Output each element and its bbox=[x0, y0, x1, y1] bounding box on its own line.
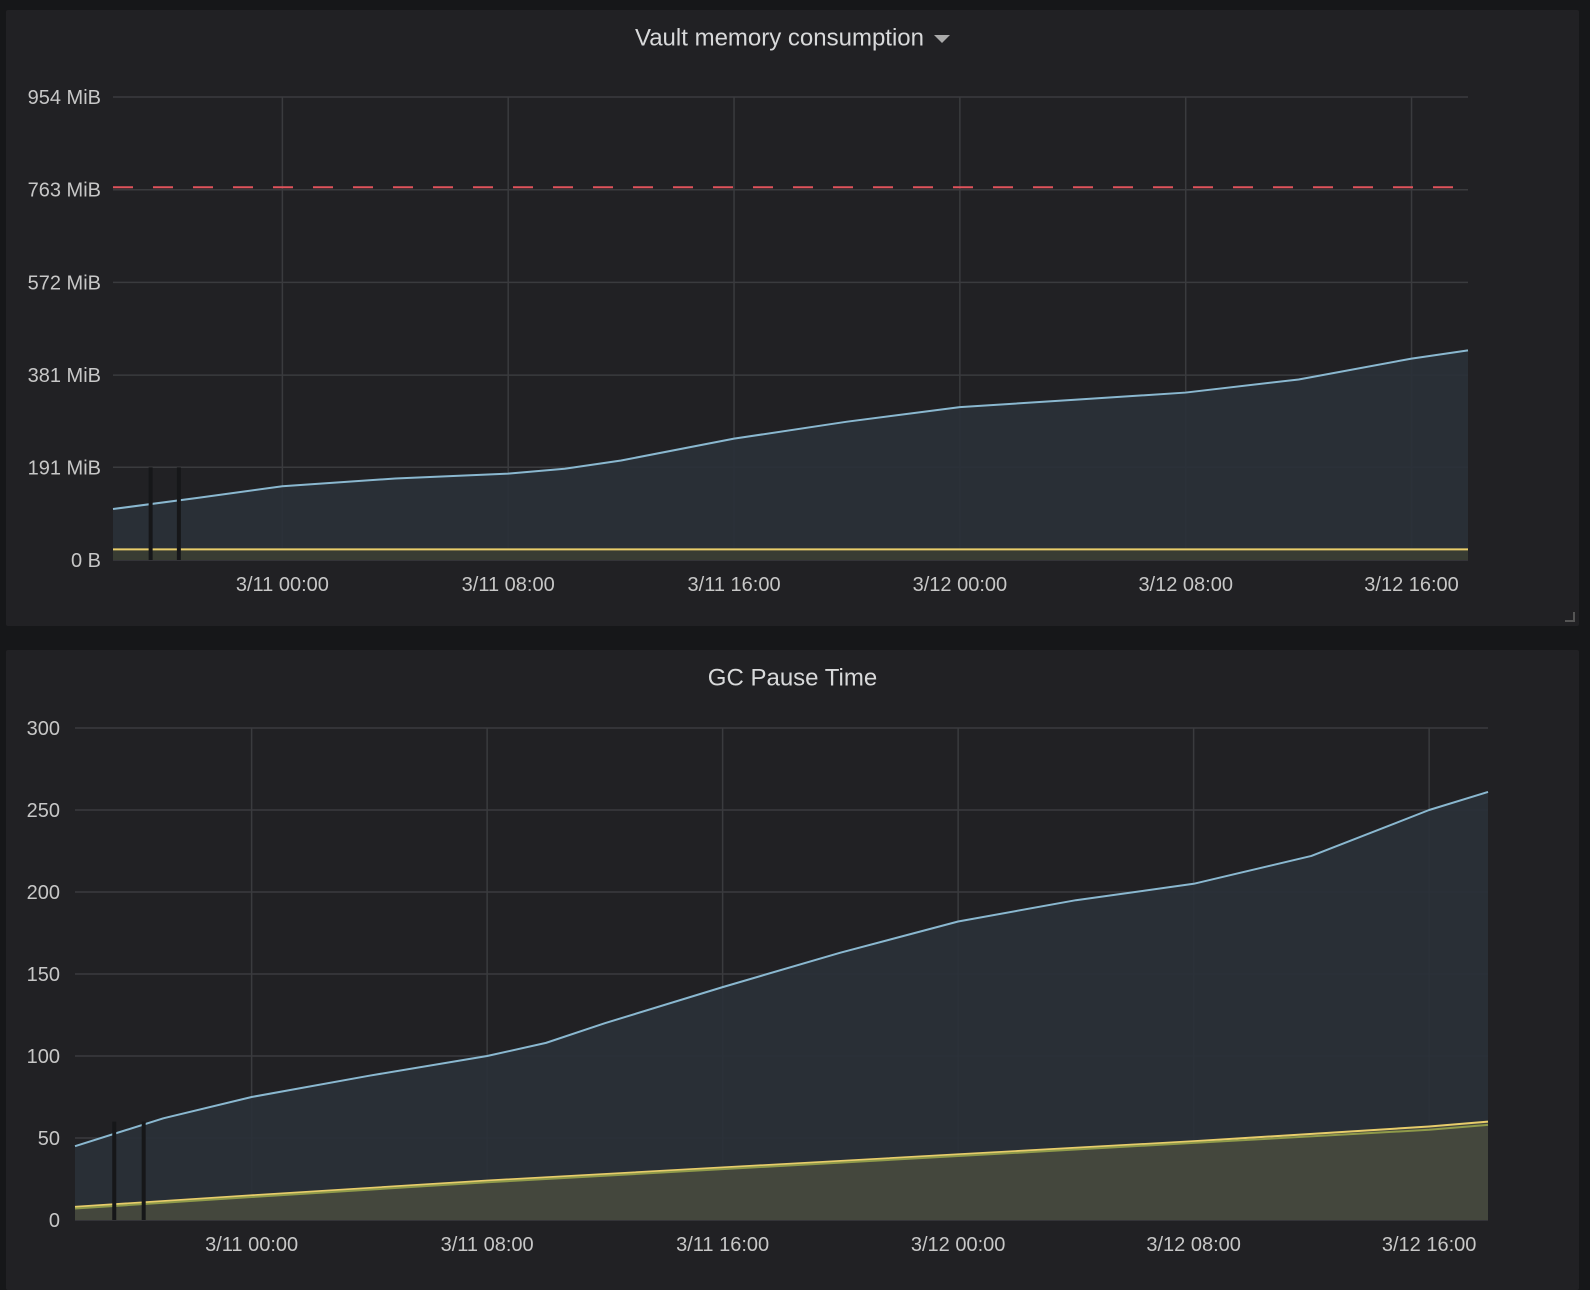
x-tick-label: 3/11 08:00 bbox=[441, 1234, 534, 1256]
x-tick-label: 3/11 00:00 bbox=[205, 1234, 298, 1256]
y-tick-label: 150 bbox=[27, 964, 60, 986]
x-tick-label: 3/11 08:00 bbox=[462, 574, 555, 596]
y-tick-label: 0 bbox=[49, 1210, 60, 1232]
chevron-down-icon[interactable] bbox=[934, 34, 950, 43]
y-tick-label: 100 bbox=[27, 1046, 60, 1068]
gc-panel-title[interactable]: GC Pause Time bbox=[6, 664, 1579, 693]
gc-chart: 0 50 100 150 200 250 300 3/11 00:00 3/11 08:00 3/… bbox=[27, 718, 1489, 1256]
x-tick-label: 3/12 16:00 bbox=[1382, 1234, 1477, 1256]
x-tick-label: 3/12 16:00 bbox=[1364, 574, 1459, 596]
memory-title-text: Vault memory consumption bbox=[634, 24, 924, 52]
y-tick-label: 381 MiB bbox=[28, 365, 101, 387]
y-tick-label: 191 MiB bbox=[28, 457, 101, 479]
series-line[interactable] bbox=[112, 349, 1469, 511]
x-tick-label: 3/12 08:00 bbox=[1138, 574, 1233, 596]
x-tick-label: 3/11 16:00 bbox=[688, 574, 781, 596]
x-tick-label: 3/11 16:00 bbox=[676, 1234, 769, 1256]
series-line[interactable] bbox=[74, 1123, 1489, 1210]
y-tick-label: 763 MiB bbox=[28, 180, 101, 202]
series-area bbox=[113, 549, 1468, 560]
y-tick-label: 954 MiB bbox=[28, 87, 101, 109]
series-line[interactable] bbox=[74, 1120, 1489, 1208]
y-tick-label: 50 bbox=[38, 1128, 60, 1150]
gc-title-text: GC Pause Time bbox=[707, 664, 878, 692]
x-tick-label: 3/12 08:00 bbox=[1146, 1234, 1241, 1256]
y-tick-label: 250 bbox=[27, 800, 60, 822]
y-tick-label: 572 MiB bbox=[28, 272, 101, 294]
series-area bbox=[75, 791, 1488, 1220]
series-line[interactable] bbox=[74, 791, 1489, 1148]
memory-panel: Vault memory consumption 0 B 191 MiB 381 M… bbox=[6, 10, 1579, 626]
resize-handle-icon[interactable] bbox=[1565, 612, 1575, 622]
memory-chart: 0 B 191 MiB 381 MiB 572 MiB 763 MiB 954 MiB 3/… bbox=[28, 87, 1469, 596]
y-tick-label: 300 bbox=[27, 718, 60, 740]
memory-panel-title[interactable]: Vault memory consumption bbox=[6, 24, 1579, 53]
x-tick-label: 3/11 00:00 bbox=[236, 574, 329, 596]
y-tick-label: 0 B bbox=[71, 550, 101, 572]
y-tick-label: 200 bbox=[27, 882, 60, 904]
x-tick-label: 3/12 00:00 bbox=[913, 574, 1008, 596]
x-tick-label: 3/12 00:00 bbox=[911, 1234, 1006, 1256]
gc-panel: GC Pause Time 0 50 100 150 200 250 300 3/11 00:… bbox=[6, 650, 1579, 1290]
series-area bbox=[113, 350, 1468, 560]
